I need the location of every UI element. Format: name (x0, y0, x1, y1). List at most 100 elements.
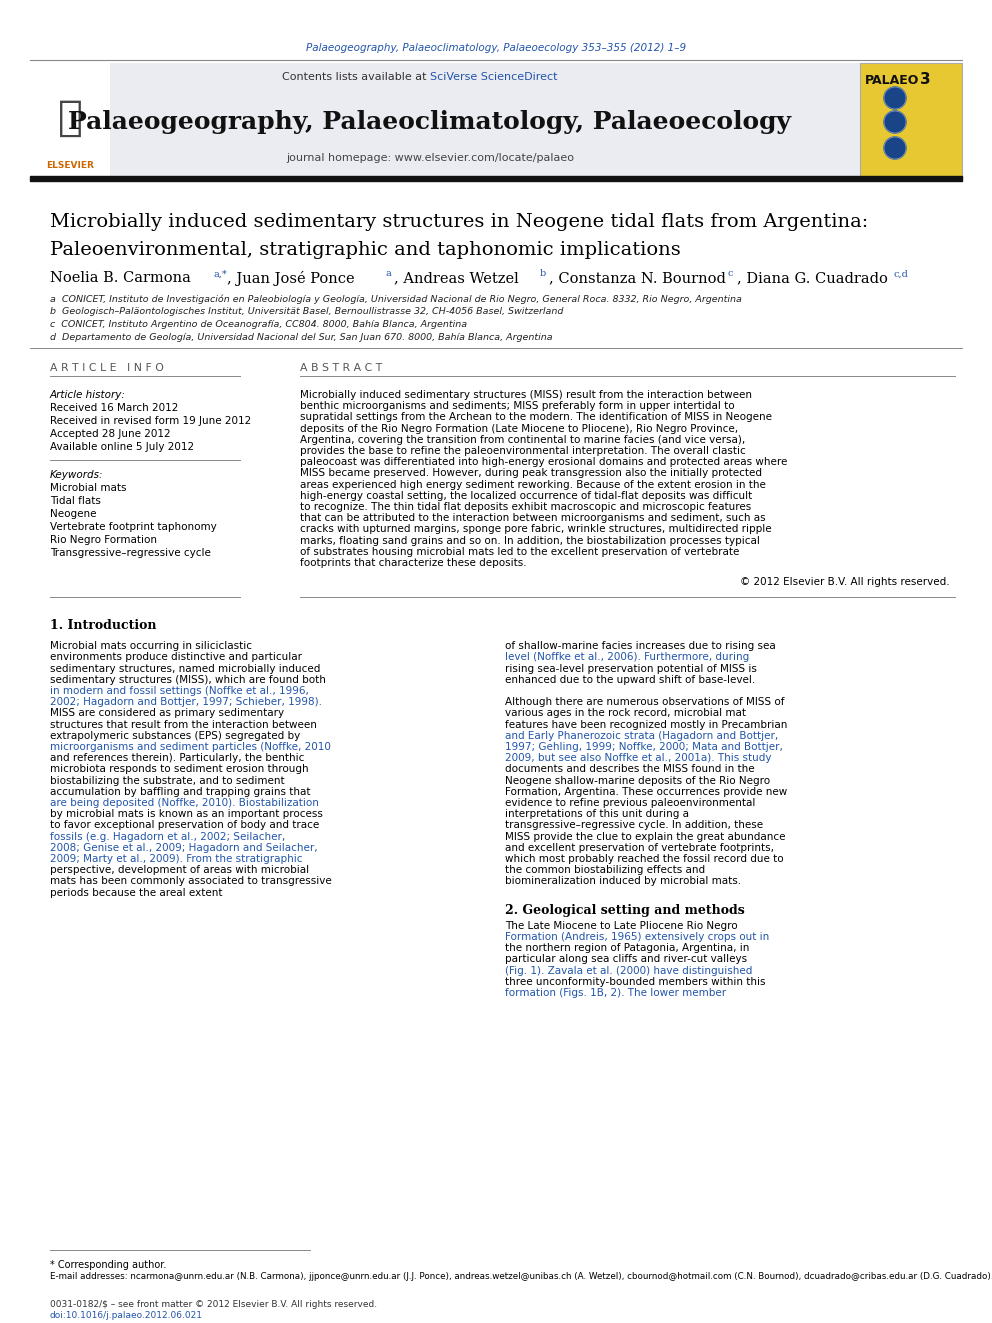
Text: b: b (540, 270, 547, 279)
Text: rising sea-level preservation potential of MISS is: rising sea-level preservation potential … (505, 664, 757, 673)
Text: d  Departamento de Geología, Universidad Nacional del Sur, San Juan 670. 8000, B: d Departamento de Geología, Universidad … (50, 333, 553, 343)
Text: structures that result from the interaction between: structures that result from the interact… (50, 720, 316, 729)
Text: MISS provide the clue to explain the great abundance: MISS provide the clue to explain the gre… (505, 832, 786, 841)
Text: 1997; Gehling, 1999; Noffke, 2000; Mata and Bottjer,: 1997; Gehling, 1999; Noffke, 2000; Mata … (505, 742, 783, 751)
Text: interpretations of this unit during a: interpretations of this unit during a (505, 810, 689, 819)
Text: A R T I C L E   I N F O: A R T I C L E I N F O (50, 363, 164, 373)
Text: c  CONICET, Instituto Argentino de Oceanografía, CC804. 8000, Bahía Blanca, Arge: c CONICET, Instituto Argentino de Oceano… (50, 320, 467, 329)
Text: c: c (728, 270, 733, 279)
Text: by microbial mats is known as an important process: by microbial mats is known as an importa… (50, 810, 322, 819)
Text: deposits of the Rio Negro Formation (Late Miocene to Pliocene), Rio Negro Provin: deposits of the Rio Negro Formation (Lat… (300, 423, 738, 434)
Text: Although there are numerous observations of MISS of: Although there are numerous observations… (505, 697, 785, 708)
Text: doi:10.1016/j.palaeo.2012.06.021: doi:10.1016/j.palaeo.2012.06.021 (50, 1311, 203, 1320)
Text: ELSEVIER: ELSEVIER (46, 160, 94, 169)
Text: evidence to refine previous paleoenvironmental: evidence to refine previous paleoenviron… (505, 798, 755, 808)
Text: * Corresponding author.: * Corresponding author. (50, 1259, 167, 1270)
Text: Article history:: Article history: (50, 390, 126, 400)
Text: , Diana G. Cuadrado: , Diana G. Cuadrado (737, 271, 888, 284)
Circle shape (884, 111, 906, 134)
Text: three unconformity-bounded members within this: three unconformity-bounded members withi… (505, 976, 766, 987)
Text: formation (Figs. 1B, 2). The lower member: formation (Figs. 1B, 2). The lower membe… (505, 988, 726, 998)
Text: Neogene shallow-marine deposits of the Rio Negro: Neogene shallow-marine deposits of the R… (505, 775, 770, 786)
Text: Palaeogeography, Palaeoclimatology, Palaeoecology 353–355 (2012) 1–9: Palaeogeography, Palaeoclimatology, Pala… (306, 44, 686, 53)
Text: sedimentary structures, named microbially induced: sedimentary structures, named microbiall… (50, 664, 320, 673)
Text: of substrates housing microbial mats led to the excellent preservation of verteb: of substrates housing microbial mats led… (300, 546, 739, 557)
Text: benthic microorganisms and sediments; MISS preferably form in upper intertidal t: benthic microorganisms and sediments; MI… (300, 401, 735, 411)
Text: enhanced due to the upward shift of base-level.: enhanced due to the upward shift of base… (505, 675, 755, 685)
Bar (860, 64, 962, 179)
Text: are being deposited (Noffke, 2010). Biostabilization: are being deposited (Noffke, 2010). Bios… (50, 798, 318, 808)
Text: and Early Phanerozoic strata (Hagadorn and Bottjer,: and Early Phanerozoic strata (Hagadorn a… (505, 730, 779, 741)
Text: b  Geologisch–Paläontologisches Institut, Universität Basel, Bernoullistrasse 32: b Geologisch–Paläontologisches Institut,… (50, 307, 563, 316)
Text: Microbially induced sedimentary structures (MISS) result from the interaction be: Microbially induced sedimentary structur… (300, 390, 752, 400)
Text: Received 16 March 2012: Received 16 March 2012 (50, 404, 179, 413)
Text: a  CONICET, Instituto de Investigación en Paleobiología y Geología, Universidad : a CONICET, Instituto de Investigación en… (50, 294, 742, 303)
Text: Received in revised form 19 June 2012: Received in revised form 19 June 2012 (50, 415, 251, 426)
Text: transgressive–regressive cycle. In addition, these: transgressive–regressive cycle. In addit… (505, 820, 763, 831)
Text: (Fig. 1). Zavala et al. (2000) have distinguished: (Fig. 1). Zavala et al. (2000) have dist… (505, 966, 752, 975)
Text: Argentina, covering the transition from continental to marine facies (and vice v: Argentina, covering the transition from … (300, 435, 745, 445)
Text: biomineralization induced by microbial mats.: biomineralization induced by microbial m… (505, 876, 741, 886)
Text: various ages in the rock record, microbial mat: various ages in the rock record, microbi… (505, 708, 746, 718)
Text: documents and describes the MISS found in the: documents and describes the MISS found i… (505, 765, 755, 774)
Text: A B S T R A C T: A B S T R A C T (300, 363, 382, 373)
Text: level (Noffke et al., 2006). Furthermore, during: level (Noffke et al., 2006). Furthermore… (505, 652, 749, 663)
Text: cracks with upturned margins, sponge pore fabric, wrinkle structures, multidirec: cracks with upturned margins, sponge por… (300, 524, 772, 534)
Text: Noelia B. Carmona: Noelia B. Carmona (50, 271, 190, 284)
Text: Tidal flats: Tidal flats (50, 496, 101, 505)
Text: 2008; Genise et al., 2009; Hagadorn and Seilacher,: 2008; Genise et al., 2009; Hagadorn and … (50, 843, 317, 853)
Text: SciVerse ScienceDirect: SciVerse ScienceDirect (430, 71, 558, 82)
Text: Contents lists available at: Contents lists available at (282, 71, 430, 82)
Text: the northern region of Patagonia, Argentina, in: the northern region of Patagonia, Argent… (505, 943, 749, 953)
Text: footprints that characterize these deposits.: footprints that characterize these depos… (300, 558, 527, 568)
Text: in modern and fossil settings (Noffke et al., 1996,: in modern and fossil settings (Noffke et… (50, 687, 309, 696)
Text: marks, floating sand grains and so on. In addition, the biostabilization process: marks, floating sand grains and so on. I… (300, 536, 760, 545)
Text: Formation (Andreis, 1965) extensively crops out in: Formation (Andreis, 1965) extensively cr… (505, 931, 769, 942)
Text: paleocoast was differentiated into high-energy erosional domains and protected a: paleocoast was differentiated into high-… (300, 458, 788, 467)
Bar (30, 64, 110, 179)
Text: PALAEO: PALAEO (865, 74, 920, 86)
Text: The Late Miocene to Late Pliocene Rio Negro: The Late Miocene to Late Pliocene Rio Ne… (505, 921, 738, 931)
Text: and references therein). Particularly, the benthic: and references therein). Particularly, t… (50, 753, 305, 763)
Text: perspective, development of areas with microbial: perspective, development of areas with m… (50, 865, 310, 876)
Text: accumulation by baffling and trapping grains that: accumulation by baffling and trapping gr… (50, 787, 310, 796)
Text: periods because the areal extent: periods because the areal extent (50, 888, 222, 897)
Text: microbiota responds to sediment erosion through: microbiota responds to sediment erosion … (50, 765, 309, 774)
Text: to favor exceptional preservation of body and trace: to favor exceptional preservation of bod… (50, 820, 319, 831)
Text: a: a (385, 270, 391, 279)
Text: 3: 3 (920, 73, 930, 87)
Text: , Constanza N. Bournod: , Constanza N. Bournod (549, 271, 726, 284)
Text: a,*: a,* (213, 270, 227, 279)
Text: sedimentary structures (MISS), which are found both: sedimentary structures (MISS), which are… (50, 675, 326, 685)
Text: extrapolymeric substances (EPS) segregated by: extrapolymeric substances (EPS) segregat… (50, 730, 301, 741)
Text: 2. Geological setting and methods: 2. Geological setting and methods (505, 904, 745, 917)
Text: 2002; Hagadorn and Bottjer, 1997; Schieber, 1998).: 2002; Hagadorn and Bottjer, 1997; Schieb… (50, 697, 322, 708)
Bar (110, 64, 860, 179)
Text: Paleoenvironmental, stratigraphic and taphonomic implications: Paleoenvironmental, stratigraphic and ta… (50, 241, 681, 259)
Text: particular along sea cliffs and river-cut valleys: particular along sea cliffs and river-cu… (505, 954, 747, 964)
Text: 2009; Marty et al., 2009). From the stratigraphic: 2009; Marty et al., 2009). From the stra… (50, 855, 303, 864)
Text: MISS are considered as primary sedimentary: MISS are considered as primary sedimenta… (50, 708, 284, 718)
Text: Keywords:: Keywords: (50, 470, 103, 480)
Text: Transgressive–regressive cycle: Transgressive–regressive cycle (50, 548, 211, 558)
Text: Neogene: Neogene (50, 509, 96, 519)
Circle shape (884, 138, 906, 159)
Text: © 2012 Elsevier B.V. All rights reserved.: © 2012 Elsevier B.V. All rights reserved… (740, 577, 950, 587)
Text: , Juan José Ponce: , Juan José Ponce (227, 270, 354, 286)
Text: E-mail addresses: ncarmona@unrn.edu.ar (N.B. Carmona), jjponce@unrn.edu.ar (J.J.: E-mail addresses: ncarmona@unrn.edu.ar (… (50, 1271, 992, 1281)
Text: 2009, but see also Noffke et al., 2001a). This study: 2009, but see also Noffke et al., 2001a)… (505, 753, 772, 763)
Text: mats has been commonly associated to transgressive: mats has been commonly associated to tra… (50, 876, 331, 886)
Text: 0031-0182/$ – see front matter © 2012 Elsevier B.V. All rights reserved.: 0031-0182/$ – see front matter © 2012 El… (50, 1301, 377, 1308)
Text: features have been recognized mostly in Precambrian: features have been recognized mostly in … (505, 720, 788, 729)
Text: environments produce distinctive and particular: environments produce distinctive and par… (50, 652, 302, 663)
Text: Available online 5 July 2012: Available online 5 July 2012 (50, 442, 194, 452)
Text: Microbial mats: Microbial mats (50, 483, 127, 493)
Text: Microbially induced sedimentary structures in Neogene tidal flats from Argentina: Microbially induced sedimentary structur… (50, 213, 868, 232)
Text: 𝓔: 𝓔 (58, 97, 82, 139)
Text: Accepted 28 June 2012: Accepted 28 June 2012 (50, 429, 171, 439)
Text: c,d: c,d (893, 270, 908, 279)
Text: biostabilizing the substrate, and to sediment: biostabilizing the substrate, and to sed… (50, 775, 285, 786)
Text: Palaeogeography, Palaeoclimatology, Palaeoecology: Palaeogeography, Palaeoclimatology, Pala… (68, 110, 792, 134)
Text: and excellent preservation of vertebrate footprints,: and excellent preservation of vertebrate… (505, 843, 774, 853)
Text: supratidal settings from the Archean to the modern. The identification of MISS i: supratidal settings from the Archean to … (300, 413, 772, 422)
